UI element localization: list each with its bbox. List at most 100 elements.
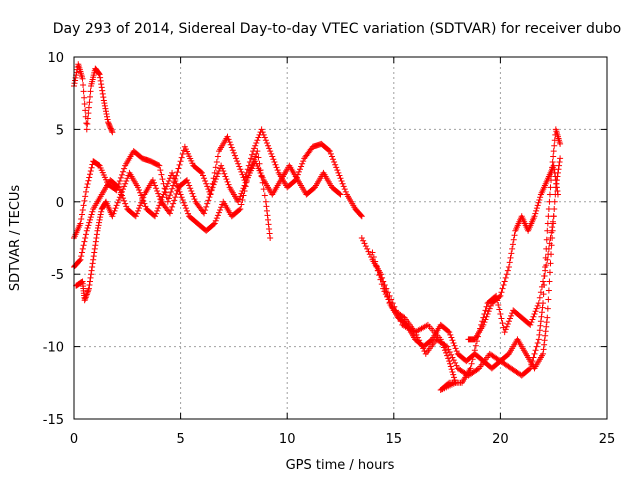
data-point <box>530 313 537 320</box>
data-point <box>178 194 185 201</box>
data-point <box>116 177 123 184</box>
data-point <box>543 262 550 269</box>
data-point <box>215 209 222 216</box>
data-point <box>450 371 457 378</box>
data-point <box>258 126 265 133</box>
data-point <box>545 213 552 220</box>
data-point <box>162 186 169 193</box>
data-point <box>213 215 220 222</box>
data-point <box>551 169 558 176</box>
data-point <box>540 350 547 357</box>
data-point <box>152 213 159 220</box>
data-point <box>534 302 541 309</box>
data-point <box>498 289 505 296</box>
data-point <box>273 164 280 171</box>
data-point <box>235 160 242 167</box>
data-point <box>452 345 459 352</box>
data-point <box>246 167 253 174</box>
data-point <box>503 271 510 278</box>
data-point <box>168 207 175 214</box>
data-point <box>106 122 113 129</box>
data-point <box>170 172 177 179</box>
data-point <box>120 186 127 193</box>
data-point <box>120 195 127 202</box>
data-point <box>544 256 551 263</box>
data-point <box>122 200 129 207</box>
data-point <box>469 356 476 363</box>
data-point <box>336 172 343 179</box>
data-point <box>274 167 281 174</box>
data-point <box>557 140 564 147</box>
data-point <box>295 168 302 175</box>
data-point <box>166 192 173 199</box>
series-track-6 <box>369 126 564 379</box>
data-point <box>85 110 92 117</box>
data-point <box>189 190 196 197</box>
data-point <box>541 341 548 348</box>
data-point <box>83 184 90 191</box>
data-point <box>378 281 385 288</box>
data-point <box>543 236 550 243</box>
data-point <box>88 267 95 274</box>
data-point <box>370 254 377 261</box>
data-point <box>210 221 217 228</box>
data-point <box>175 165 182 172</box>
data-point <box>445 346 452 353</box>
data-point <box>556 162 563 169</box>
data-point <box>557 155 564 162</box>
data-point <box>171 197 178 204</box>
data-point <box>214 170 221 177</box>
data-point <box>183 207 190 214</box>
data-point <box>266 145 273 152</box>
data-point <box>108 126 115 133</box>
data-point <box>552 177 559 184</box>
data-point <box>89 208 96 215</box>
data-point <box>227 141 234 148</box>
data-point <box>544 305 551 312</box>
data-point <box>188 187 195 194</box>
x-tick-label: 25 <box>599 432 616 447</box>
data-point <box>73 69 80 76</box>
data-point <box>77 220 84 227</box>
data-point <box>545 251 552 258</box>
data-point <box>104 116 111 123</box>
data-point <box>502 274 509 281</box>
data-point <box>230 149 237 156</box>
data-point <box>527 365 534 372</box>
data-point <box>392 307 399 314</box>
data-point <box>496 306 503 313</box>
data-point <box>271 158 278 165</box>
data-point <box>191 196 198 203</box>
data-point <box>114 199 121 206</box>
data-point <box>166 210 173 217</box>
data-point <box>551 206 558 213</box>
data-point <box>204 183 211 190</box>
data-point <box>546 278 553 285</box>
data-point <box>140 197 147 204</box>
data-point <box>486 305 493 312</box>
data-point <box>80 242 87 249</box>
data-point <box>84 115 91 122</box>
data-point <box>526 366 533 373</box>
data-point <box>218 162 225 169</box>
data-point <box>72 77 79 84</box>
data-point <box>437 336 444 343</box>
data-point <box>511 232 518 239</box>
data-point <box>450 357 457 364</box>
data-point <box>241 182 248 189</box>
chart-title: Day 293 of 2014, Sidereal Day-to-day VTE… <box>53 21 621 37</box>
data-point <box>92 242 99 249</box>
data-point <box>537 289 544 296</box>
data-point <box>176 188 183 195</box>
data-point <box>509 245 516 252</box>
data-point <box>203 180 210 187</box>
data-point <box>190 193 197 200</box>
data-point <box>252 153 259 160</box>
data-point <box>533 343 540 350</box>
data-point <box>544 314 551 321</box>
data-point <box>81 297 88 304</box>
data-point <box>541 337 548 344</box>
data-point <box>358 213 365 220</box>
data-point <box>228 144 235 151</box>
data-point <box>86 99 93 106</box>
